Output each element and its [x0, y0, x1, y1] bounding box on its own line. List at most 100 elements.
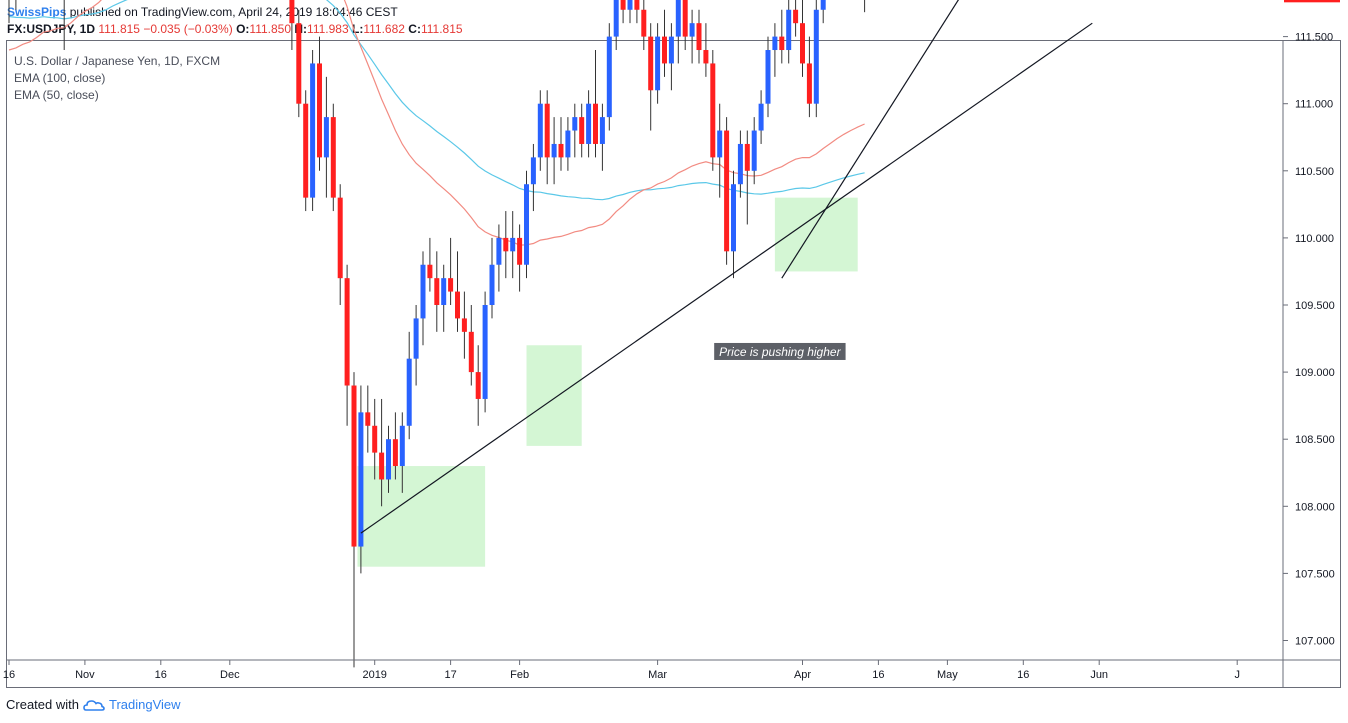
- candle: [765, 36, 771, 118]
- x-tick-label: Dec: [220, 669, 240, 681]
- candle: [613, 0, 619, 51]
- candle: [820, 0, 826, 24]
- candle: [8, 0, 10, 24]
- ema-lines: [8, 0, 865, 246]
- y-tick-label: 110.500: [1295, 166, 1334, 178]
- candle-body: [468, 331, 474, 373]
- candle: [717, 103, 723, 198]
- x-tick-label: Apr: [794, 669, 811, 681]
- candle-body: [731, 184, 736, 252]
- candle-body: [303, 103, 309, 198]
- candle: [517, 224, 523, 292]
- candle-body: [634, 0, 640, 10]
- candle-body: [296, 23, 302, 104]
- ema-100-line: [8, 0, 865, 201]
- x-tick-label: Nov: [75, 669, 95, 681]
- candle-body: [358, 412, 364, 547]
- candle-body: [820, 0, 826, 10]
- candle: [434, 251, 440, 332]
- candle-body: [765, 50, 771, 104]
- candle-body: [448, 278, 454, 292]
- candle-body: [599, 117, 605, 144]
- candle: [800, 0, 805, 77]
- candle: [813, 0, 819, 118]
- candle-body: [627, 0, 633, 10]
- candle: [406, 331, 412, 440]
- candle: [593, 50, 598, 158]
- candle-body: [613, 0, 619, 37]
- candle: [15, 0, 17, 10]
- ema-50-line: [8, 0, 865, 246]
- symbol-label: FX:USDJPY, 1D: [7, 22, 96, 36]
- candle: [703, 23, 709, 77]
- candle-body: [786, 9, 792, 51]
- last-price: 111.815: [98, 22, 140, 36]
- candle: [537, 90, 543, 171]
- y-tick-label: 108.500: [1295, 434, 1335, 446]
- candle-body: [489, 264, 495, 305]
- candle-body: [461, 318, 467, 332]
- legend-ema100[interactable]: EMA (100, close): [14, 71, 106, 85]
- candle: [737, 130, 743, 198]
- y-tick-label: 107.500: [1295, 568, 1335, 580]
- candle-body: [724, 130, 730, 252]
- candle-body: [606, 36, 612, 118]
- y-tick-label: 111.000: [1295, 99, 1333, 111]
- candle: [565, 117, 571, 171]
- candle-body: [800, 23, 805, 64]
- candle: [634, 0, 640, 24]
- candle-body: [420, 264, 426, 319]
- candle: [379, 398, 385, 507]
- candle: [289, 0, 295, 51]
- candle: [758, 90, 764, 144]
- candle: [606, 23, 612, 131]
- candle: [627, 0, 633, 24]
- candle-body: [503, 237, 509, 252]
- candle: [620, 0, 626, 24]
- low-label: L:: [352, 22, 364, 36]
- x-tick-label: 2019: [362, 669, 386, 681]
- x-tick-label: J: [1234, 669, 1240, 681]
- lower-trend-line: [360, 22, 1093, 534]
- candle: [482, 291, 488, 413]
- candle-body: [703, 50, 709, 64]
- candle: [689, 9, 695, 64]
- candle: [461, 291, 467, 359]
- candle-body: [793, 9, 799, 24]
- candle: [351, 372, 357, 668]
- candle-body: [593, 103, 598, 144]
- legend-ema50[interactable]: EMA (50, close): [14, 88, 99, 102]
- candle-body: [379, 452, 385, 480]
- candle: [448, 237, 454, 305]
- candle: [558, 117, 564, 171]
- candle: [489, 237, 495, 319]
- candle-body: [662, 36, 667, 64]
- candle-body: [330, 117, 336, 198]
- published-text: published on TradingView.com, April 24, …: [69, 5, 398, 19]
- x-tick-label: 16: [3, 669, 15, 681]
- x-tick-label: Mar: [648, 669, 667, 681]
- candle-body: [689, 23, 695, 37]
- candle: [344, 264, 350, 426]
- tradingview-cloud-icon: [83, 699, 105, 711]
- candle: [668, 23, 674, 91]
- candle-body: [386, 439, 391, 480]
- price-change: −0.035 (−0.03%): [143, 22, 233, 36]
- tradingview-brand[interactable]: TradingView: [108, 697, 181, 712]
- candle: [586, 90, 592, 158]
- candle-body: [399, 425, 405, 467]
- open-value: 111.850: [249, 22, 292, 36]
- candle-body: [744, 143, 750, 171]
- x-tick-label: Jun: [1090, 669, 1108, 681]
- candle-body: [413, 318, 419, 359]
- candle-body: [565, 130, 571, 158]
- candle: [786, 0, 792, 64]
- candle: [779, 9, 785, 64]
- candle: [772, 23, 778, 77]
- publisher-name[interactable]: SwissPips: [7, 5, 67, 19]
- candle-body: [682, 0, 688, 37]
- candle: [682, 0, 688, 51]
- support-zones: [357, 197, 858, 567]
- symbol-header: FX:USDJPY, 1D 111.815 −0.035 (−0.03%) O:…: [7, 22, 463, 36]
